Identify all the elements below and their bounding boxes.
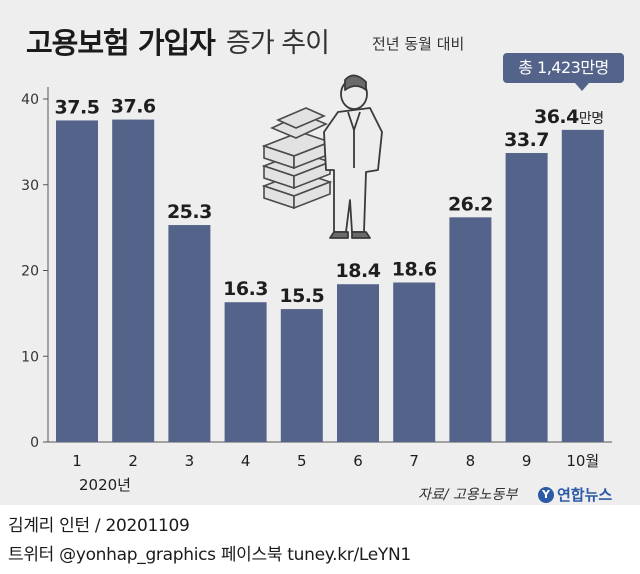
bar-2	[112, 119, 155, 442]
chart-title-suffix: 증가 추이	[226, 28, 330, 59]
y-tick-label: 40	[21, 92, 39, 108]
value-label-4: 16.3	[223, 278, 268, 300]
value-label-1: 37.5	[55, 96, 100, 118]
bar-3	[168, 225, 211, 442]
bar-9	[505, 153, 548, 442]
value-label-2: 37.6	[111, 96, 156, 118]
author-credit: 김계리 인턴 / 20201109	[8, 516, 190, 536]
unit-label: 만명	[579, 111, 604, 127]
y-tick-label: 0	[30, 435, 39, 451]
x-tick-label-5: 5	[297, 452, 307, 470]
chart-title: 고용보험 가입자	[26, 26, 216, 60]
value-label-7: 18.6	[392, 259, 437, 281]
x-tick-label-1: 1	[72, 452, 82, 470]
bar-7	[393, 282, 436, 442]
social-links: 트위터 @yonhap_graphics 페이스북 tuney.kr/LeYN1	[8, 545, 411, 565]
yonhap-logo-icon: Y	[538, 486, 554, 503]
value-label-3: 25.3	[167, 201, 212, 223]
source-note: 자료/ 고용노동부	[418, 487, 518, 503]
chart-subtitle: 전년 동월 대비	[372, 35, 465, 53]
y-tick-label: 30	[21, 178, 39, 194]
y-tick-label: 10	[21, 349, 39, 365]
yonhap-logo-text: 연합뉴스	[557, 486, 613, 504]
x-tick-label-8: 8	[466, 452, 476, 470]
yonhap-logo: Y 연합뉴스	[538, 484, 612, 505]
bar-5	[280, 309, 323, 442]
bars	[56, 119, 604, 442]
x-tick-label-3: 3	[185, 452, 195, 470]
x-tick-label-9: 9	[522, 452, 532, 470]
bar-10	[561, 129, 604, 442]
x-tick-label-10: 10월	[566, 452, 599, 470]
x-tick-label-4: 4	[241, 452, 251, 470]
callout-pointer	[575, 83, 589, 91]
bar-8	[449, 217, 492, 442]
value-label-9: 33.7	[504, 129, 549, 151]
bar-4	[224, 302, 267, 442]
value-labels: 37.5 37.6 25.3 16.3 15.5 18.4 18.6 26.2 33.736.4…	[55, 96, 605, 308]
x-tick-label-7: 7	[409, 452, 419, 470]
x-axis-year-label: 2020년	[79, 476, 131, 494]
x-tick-label-2: 2	[128, 452, 138, 470]
y-tick-label: 20	[21, 264, 39, 280]
x-axis: 1 2 3 4 5 6 7 8 9 10월 2020년	[72, 452, 599, 494]
value-label-10: 36.4만명	[534, 106, 604, 128]
bar-1	[56, 120, 98, 442]
bar-6	[337, 284, 379, 442]
total-callout: 총 1,423만명	[503, 53, 624, 83]
value-label-8: 26.2	[448, 193, 493, 215]
value-label-6: 18.4	[336, 260, 381, 282]
value-label-5: 15.5	[279, 285, 324, 307]
x-tick-label-6: 6	[353, 452, 363, 470]
office-worker-illustration	[261, 74, 383, 239]
